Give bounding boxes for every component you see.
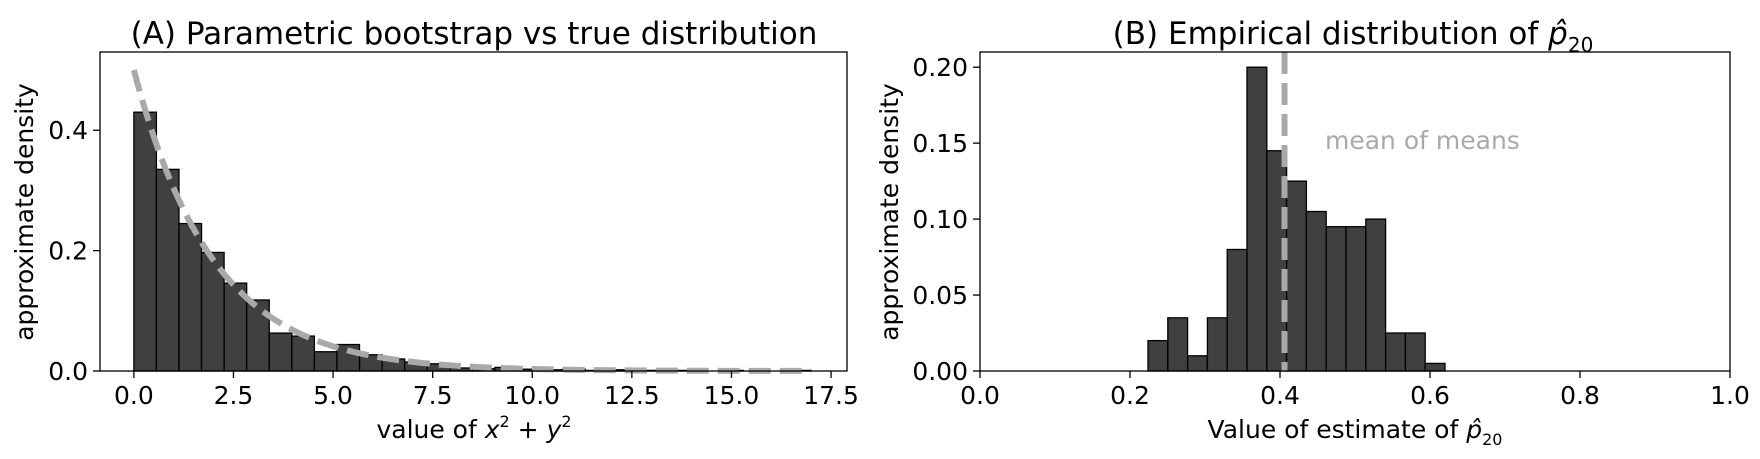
- y-tick-label: 0.20: [912, 53, 968, 82]
- x-tick-label: 0.0: [114, 381, 154, 410]
- x-tick-label: 12.5: [604, 381, 660, 410]
- panel-a-ylabel: approximate density: [10, 83, 39, 341]
- x-tick-label: 0.0: [960, 381, 1000, 410]
- y-tick-label: 0.10: [912, 205, 968, 234]
- panel-b-frame: [979, 51, 1731, 372]
- histogram-bar: [1167, 317, 1189, 372]
- histogram-bar: [178, 222, 203, 372]
- panel-a-xlabel: value of x2 + y2: [376, 412, 571, 444]
- panel-b-bars: [1147, 66, 1446, 372]
- x-tick-label: 7.5: [413, 381, 453, 410]
- histogram-bar: [1226, 248, 1248, 372]
- panel-a-frame: [99, 51, 848, 372]
- x-tick-label: 10.0: [504, 381, 560, 410]
- y-tick-label: 0.0: [48, 357, 88, 386]
- panel-a-yticks: 0.0 0.2 0.4: [48, 116, 100, 386]
- histogram-bar: [1206, 317, 1228, 372]
- y-tick-label: 0.05: [912, 281, 968, 310]
- panel-b-ylabel: approximate density: [875, 83, 904, 341]
- x-tick-label: 0.2: [1110, 381, 1150, 410]
- x-tick-label: 0.6: [1410, 381, 1450, 410]
- histogram-bar: [1147, 339, 1169, 372]
- histogram-bar: [1365, 218, 1387, 372]
- y-tick-label: 0.4: [48, 116, 88, 145]
- panel-b-xlabel: Value of estimate of p̂20: [1208, 415, 1503, 449]
- y-tick-label: 0.00: [912, 357, 968, 386]
- panel-b-title: (B) Empirical distribution of p̂20: [1113, 16, 1594, 57]
- x-tick-label: 2.5: [214, 381, 254, 410]
- histogram-bar: [268, 332, 293, 372]
- panel-a: (A) Parametric bootstrap vs true distrib…: [10, 16, 859, 444]
- mean-of-means-label: mean of means: [1325, 126, 1520, 155]
- panel-a-title: (A) Parametric bootstrap vs true distrib…: [131, 16, 818, 52]
- x-tick-label: 5.0: [313, 381, 353, 410]
- x-tick-label: 1.0: [1710, 381, 1750, 410]
- panel-a-xticks: 0.0 2.5 5.0 7.5 10.0 12.5 15.0 17.5: [114, 371, 859, 410]
- panel-a-bars: [133, 111, 812, 372]
- histogram-bar: [1404, 332, 1426, 372]
- y-tick-label: 0.15: [912, 129, 968, 158]
- panel-b-xticks: 0.0 0.2 0.4 0.6 0.8 1.0: [960, 371, 1750, 410]
- panel-b-yticks: 0.00 0.05 0.10 0.15 0.20: [912, 53, 980, 386]
- histogram-bar: [1345, 226, 1367, 372]
- histogram-bar: [1424, 362, 1446, 372]
- histogram-bar: [1285, 180, 1308, 372]
- histogram-bar: [1305, 210, 1327, 372]
- histogram-bar: [1384, 332, 1407, 372]
- histogram-bar: [133, 111, 158, 372]
- histogram-bar: [313, 351, 338, 372]
- y-tick-label: 0.2: [48, 237, 88, 266]
- histogram-bar: [291, 335, 316, 372]
- x-tick-label: 17.5: [803, 381, 859, 410]
- histogram-bar: [1186, 355, 1209, 372]
- x-tick-label: 0.4: [1260, 381, 1300, 410]
- x-tick-label: 15.0: [704, 381, 760, 410]
- x-tick-label: 0.8: [1560, 381, 1600, 410]
- histogram-bar: [1325, 226, 1347, 372]
- panel-b: (B) Empirical distribution of p̂20 mean …: [875, 16, 1750, 449]
- histogram-bar: [1246, 66, 1268, 372]
